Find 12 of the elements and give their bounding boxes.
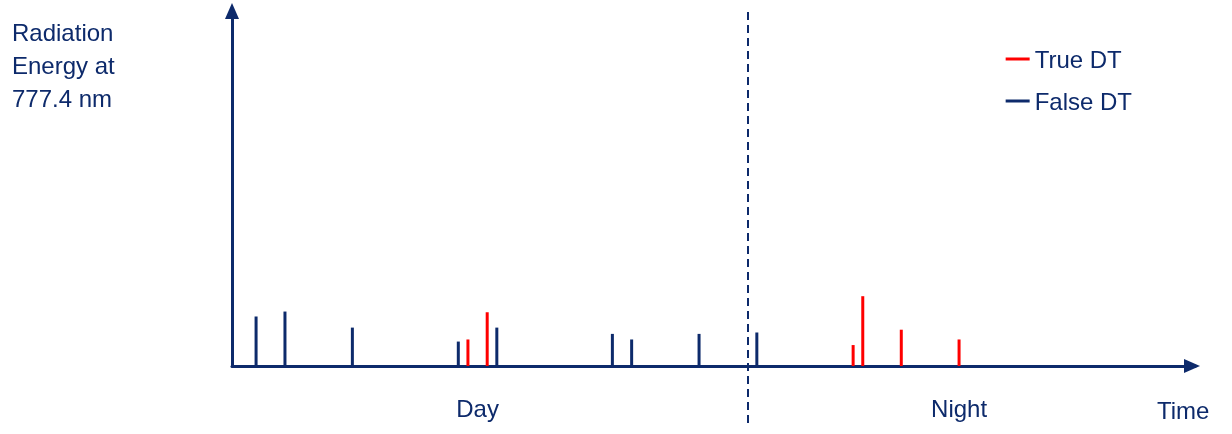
bar	[899, 329, 903, 366]
bar	[861, 296, 865, 366]
legend-label: True DT	[1034, 45, 1123, 73]
bar	[466, 339, 470, 366]
bar	[957, 339, 961, 366]
bar	[851, 345, 855, 366]
bar	[485, 312, 489, 366]
x-tick-label: Day	[456, 394, 499, 422]
x-tick-label: Night	[931, 394, 988, 422]
x-axis-title: Time	[1157, 396, 1210, 424]
text: Radiation Energy at 777.4 nm	[12, 19, 116, 112]
legend-label: False DT	[1034, 87, 1133, 115]
